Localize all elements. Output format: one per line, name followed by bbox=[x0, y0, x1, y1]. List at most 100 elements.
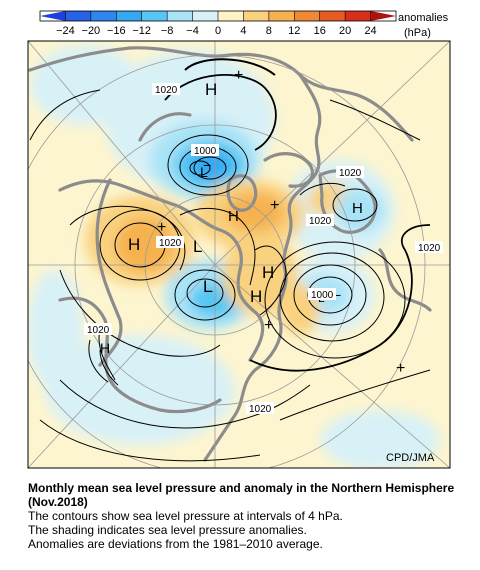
colorbar-segment bbox=[243, 11, 269, 21]
low-marker: − bbox=[203, 157, 211, 173]
pressure-contour bbox=[164, 73, 277, 151]
pressure-contour bbox=[29, 89, 101, 141]
pressure-contour bbox=[279, 369, 431, 421]
pressure-contour bbox=[174, 269, 236, 321]
svg-text:1020: 1020 bbox=[87, 325, 110, 336]
contour-labels: 1020 1000 1020 1020 1020 1000 1020 1020 … bbox=[84, 83, 443, 415]
high-marker: + bbox=[270, 197, 279, 214]
pressure-contours bbox=[29, 58, 431, 462]
svg-text:1000: 1000 bbox=[311, 290, 334, 301]
pressure-contour bbox=[88, 339, 109, 383]
colorbar-segment bbox=[218, 11, 244, 21]
coastline-arctic bbox=[263, 152, 314, 188]
pressure-contour bbox=[39, 419, 261, 462]
high-marker: + bbox=[264, 317, 273, 334]
colorbar-tick-label: −20 bbox=[82, 25, 101, 37]
pressure-contour bbox=[179, 207, 256, 286]
pressure-contour bbox=[167, 134, 249, 196]
pressure-center-symbol: H bbox=[205, 80, 217, 99]
pressure-contour bbox=[189, 160, 211, 176]
colorbar-tick-label: −24 bbox=[56, 25, 75, 37]
pressure-contour bbox=[184, 58, 276, 76]
colorbar-segments bbox=[40, 11, 396, 21]
caption-line: The contours show sea level pressure at … bbox=[28, 509, 343, 523]
coastline-south bbox=[58, 296, 222, 414]
colorbar-segment bbox=[116, 11, 142, 21]
high-marker: + bbox=[234, 67, 243, 84]
pressure-contour bbox=[249, 224, 431, 372]
pressure-center-symbol: L bbox=[193, 237, 202, 256]
pressure-contour bbox=[279, 252, 385, 342]
pressure-center-symbol: H bbox=[128, 235, 140, 254]
anomaly-shading bbox=[28, 45, 440, 468]
pressure-contour bbox=[69, 205, 186, 271]
center-markers: + + + + + − − − bbox=[157, 67, 405, 377]
anomaly-region-neg bbox=[28, 270, 83, 390]
high-marker: + bbox=[157, 219, 166, 236]
map-frame bbox=[27, 40, 451, 469]
colorbar-segment bbox=[294, 11, 320, 21]
caption-title: Monthly mean sea level pressure and anom… bbox=[28, 481, 455, 509]
colorbar-tick-label: 0 bbox=[215, 25, 221, 37]
colorbar-segment bbox=[90, 11, 117, 21]
high-marker: + bbox=[396, 360, 405, 377]
pressure-contour bbox=[99, 349, 119, 386]
pressure-center-symbol: H bbox=[228, 208, 239, 225]
colorbar-segment bbox=[319, 11, 346, 21]
low-marker: − bbox=[205, 283, 213, 299]
coastline-bering bbox=[138, 112, 192, 142]
pressure-contour bbox=[299, 182, 346, 196]
colorbar-segment bbox=[167, 11, 193, 21]
pressure-center-symbol: L bbox=[203, 277, 212, 296]
colorbar-segment bbox=[268, 11, 295, 21]
svg-text:1020: 1020 bbox=[159, 238, 182, 249]
coastline-africa bbox=[95, 178, 123, 367]
pressure-center-symbol: H bbox=[262, 263, 274, 282]
contour-label: 1020 bbox=[306, 214, 334, 227]
pressure-contour bbox=[293, 264, 367, 326]
svg-text:1020: 1020 bbox=[249, 404, 272, 415]
pressure-contour bbox=[264, 241, 406, 359]
pressure-contour bbox=[193, 156, 227, 180]
colorbar-segment bbox=[370, 11, 396, 21]
figure-caption: Monthly mean sea level pressure and anom… bbox=[28, 481, 468, 551]
meridian-line bbox=[28, 264, 216, 468]
credit-label: CPD/JMA bbox=[386, 452, 435, 464]
pressure-center-symbol: L bbox=[200, 164, 208, 180]
contour-label: 1020 bbox=[246, 402, 274, 415]
svg-text:1020: 1020 bbox=[155, 85, 178, 96]
colorbar-tick-label: −8 bbox=[161, 25, 174, 37]
low-marker: − bbox=[333, 287, 341, 303]
anomaly-region-neg bbox=[45, 335, 235, 445]
svg-text:1020: 1020 bbox=[309, 216, 332, 227]
colorbar-ticks: −24 −20 −16 −12 −8 −4 0 4 8 12 16 20 24 bbox=[56, 11, 377, 37]
pressure-contour bbox=[329, 99, 421, 141]
colorbar-segment bbox=[141, 11, 168, 21]
colorbar-segment bbox=[40, 11, 66, 21]
pressure-contour bbox=[59, 379, 311, 429]
colorbar-unit-label: anomalies bbox=[398, 12, 449, 24]
pressure-center-symbol: H bbox=[250, 287, 262, 306]
contour-label: 1020 bbox=[84, 323, 112, 336]
colorbar-segment bbox=[192, 11, 218, 21]
colorbar-tick-label: 12 bbox=[288, 25, 300, 37]
contour-label: 1000 bbox=[308, 288, 336, 301]
pressure-center-symbol: H bbox=[100, 340, 110, 356]
colorbar-tick-label: −12 bbox=[132, 25, 151, 37]
svg-text:1000: 1000 bbox=[194, 146, 217, 157]
contour-label: 1000 bbox=[191, 144, 219, 157]
pressure-contour bbox=[98, 329, 116, 381]
colorbar-unit-sub: (hPa) bbox=[404, 27, 431, 39]
coastline-europe-west bbox=[378, 248, 432, 312]
pressure-contour bbox=[332, 188, 378, 222]
svg-text:1020: 1020 bbox=[339, 168, 362, 179]
colorbar: −24 −20 −16 −12 −8 −4 0 4 8 12 16 20 24 anomalies (h… bbox=[39, 10, 449, 39]
svg-text:1020: 1020 bbox=[418, 243, 441, 254]
colorbar-tick-label: 8 bbox=[266, 25, 272, 37]
anomaly-region-neg bbox=[320, 410, 440, 468]
anomaly-region-pos bbox=[115, 217, 175, 273]
coastline-north bbox=[28, 46, 414, 142]
contour-label: 1020 bbox=[415, 241, 443, 254]
coastline-europe bbox=[58, 179, 265, 362]
